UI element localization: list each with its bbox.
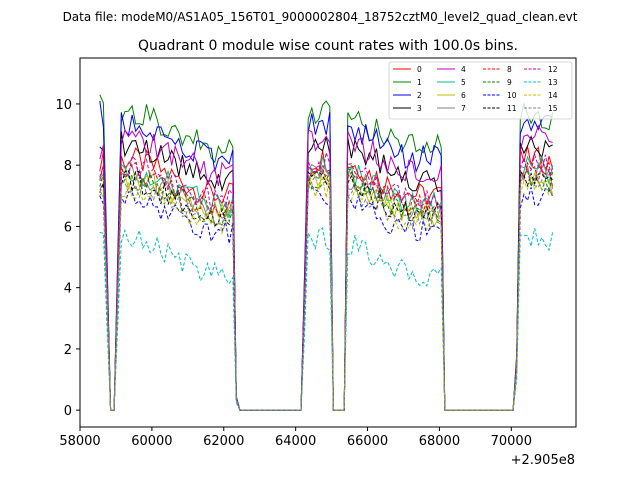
- legend-label: 3: [417, 104, 422, 113]
- figure-suptitle: Data file: modeM0/AS1A05_156T01_90000028…: [63, 10, 578, 24]
- legend-entry-5: 5: [437, 78, 466, 87]
- legend-entry-11: 11: [483, 104, 517, 113]
- legend-entry-9: 9: [483, 78, 512, 87]
- legend-entry-13: 13: [524, 78, 558, 87]
- y-tick-label: 6: [64, 220, 72, 235]
- legend-label: 11: [507, 104, 517, 113]
- series-line-2: [99, 100, 553, 411]
- legend-label: 8: [507, 65, 512, 74]
- y-tick-label: 10: [55, 98, 72, 113]
- legend-label: 9: [507, 78, 512, 87]
- legend-entry-14: 14: [524, 91, 558, 100]
- legend-label: 7: [461, 104, 466, 113]
- legend-entry-4: 4: [437, 65, 466, 74]
- legend-entry-1: 1: [393, 78, 422, 87]
- x-tick-label: 64000: [275, 434, 316, 449]
- legend-label: 12: [548, 65, 558, 74]
- x-tick-label: 58000: [59, 434, 100, 449]
- legend-label: 0: [417, 65, 422, 74]
- series-line-1: [99, 94, 554, 411]
- x-tick-label: 60000: [131, 434, 172, 449]
- legend-label: 15: [548, 104, 558, 113]
- y-tick-label: 8: [64, 159, 72, 174]
- series-line-14: [99, 175, 554, 411]
- series-line-10: [99, 185, 554, 411]
- legend-label: 4: [461, 65, 466, 74]
- series-line-9: [99, 167, 554, 411]
- legend-entry-15: 15: [524, 104, 558, 113]
- axes-frame: [79, 57, 577, 428]
- plot-area: 58000 60000 62000 64000 66000 68000 70000 0 2 4 6…: [55, 57, 577, 468]
- legend-entry-10: 10: [483, 91, 517, 100]
- legend-label: 14: [548, 91, 558, 100]
- x-tick-label: 70000: [491, 434, 532, 449]
- legend-label: 2: [417, 91, 422, 100]
- x-axis: 58000 60000 62000 64000 66000 68000 70000: [59, 427, 532, 449]
- series-line-11: [99, 169, 553, 411]
- x-tick-label: 66000: [347, 434, 388, 449]
- series-line-13: [99, 227, 554, 411]
- legend-entry-6: 6: [437, 91, 466, 100]
- legend-label: 5: [461, 78, 466, 87]
- x-tick-label: 68000: [419, 434, 460, 449]
- legend-entry-3: 3: [393, 104, 422, 113]
- y-tick-label: 0: [64, 404, 72, 419]
- x-offset-label: +2.905e8: [511, 453, 575, 468]
- legend-entry-8: 8: [483, 65, 512, 74]
- y-tick-label: 4: [64, 282, 72, 297]
- legend-entry-12: 12: [524, 65, 558, 74]
- y-axis: 0 2 4 6 8 10: [55, 98, 80, 419]
- legend-label: 1: [417, 78, 422, 87]
- x-tick-label: 62000: [203, 434, 244, 449]
- legend-label: 10: [507, 91, 517, 100]
- series-layer: [99, 94, 554, 411]
- series-line-15: [99, 170, 554, 411]
- legend-label: 6: [461, 91, 466, 100]
- legend-label: 13: [548, 78, 558, 87]
- legend-entry-0: 0: [393, 65, 422, 74]
- y-tick-label: 2: [64, 343, 72, 358]
- legend-frame: [388, 61, 573, 120]
- series-line-12: [99, 152, 554, 411]
- legend-entry-2: 2: [393, 91, 422, 100]
- legend-entry-7: 7: [437, 104, 466, 113]
- chart-title: Quadrant 0 module wise count rates with …: [138, 38, 518, 54]
